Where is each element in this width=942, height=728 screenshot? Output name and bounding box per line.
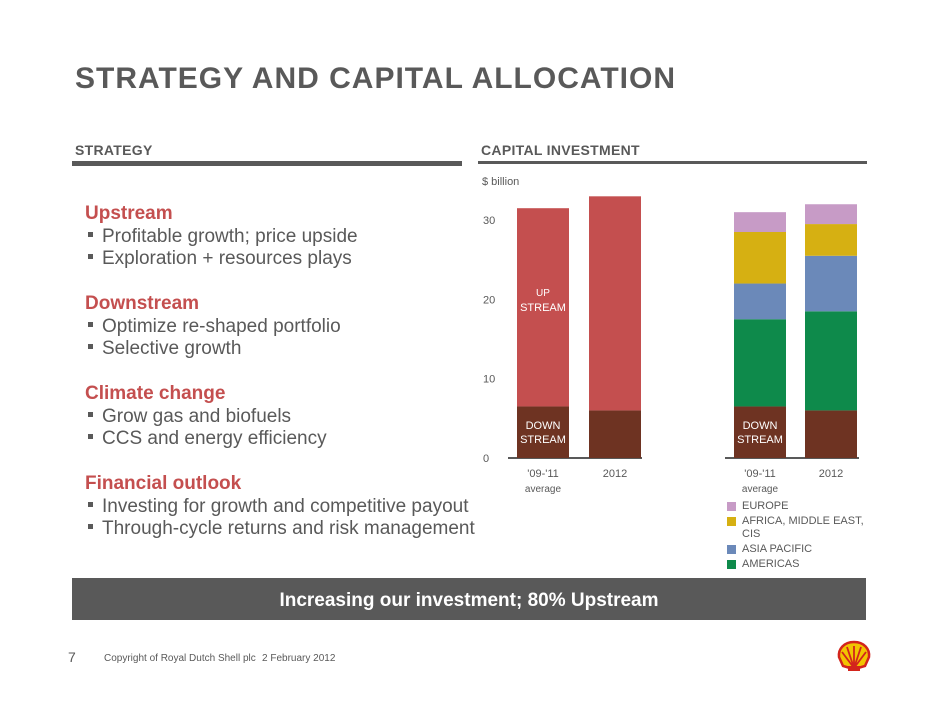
x-tick-label: average [742, 484, 779, 495]
x-tick-label: 2012 [819, 468, 843, 480]
downstream-label: STREAM [737, 434, 783, 446]
strategy-item: Grow gas and biofuels [85, 406, 475, 428]
bar-segment-upstream [589, 196, 641, 411]
strategy-heading: STRATEGY [75, 142, 153, 158]
upstream-label: UP [536, 288, 550, 299]
bullet-icon [88, 344, 93, 350]
y-tick-label: 0 [483, 453, 489, 465]
x-tick-label: 2012 [603, 468, 627, 480]
footer-date: 2 February 2012 [262, 653, 336, 664]
downstream-label: STREAM [520, 434, 566, 446]
y-tick-label: 30 [483, 215, 495, 227]
strategy-item: Selective growth [85, 338, 475, 360]
bar-segment-africa-middle-east-cis [734, 231, 786, 284]
bar-segment-africa-middle-east-cis [805, 224, 857, 256]
bar-segment-downstream [589, 410, 641, 458]
summary-banner: Increasing our investment; 80% Upstream [72, 578, 866, 620]
y-tick-label: 10 [483, 374, 495, 386]
downstream-label: DOWN [743, 420, 778, 432]
strategy-item: Investing for growth and competitive pay… [85, 496, 475, 518]
capital-heading: CAPITAL INVESTMENT [481, 142, 640, 158]
strategy-group-financial: Financial outlook Investing for growth a… [85, 472, 475, 540]
strategy-divider [72, 161, 462, 166]
page-title: STRATEGY AND CAPITAL ALLOCATION [75, 62, 676, 95]
bar-segment-asia-pacific [734, 283, 786, 320]
bullet-icon [88, 322, 93, 328]
legend-item-europe: EUROPE [727, 500, 870, 513]
bar-segment-europe [734, 212, 786, 232]
page-number: 7 [68, 649, 76, 665]
bullet-icon [88, 434, 93, 440]
strategy-group-upstream: Upstream Profitable growth; price upside… [85, 202, 475, 270]
bar-segment-upstream [517, 208, 569, 407]
strategy-group-heading: Upstream [85, 203, 173, 224]
strategy-group-heading: Climate change [85, 383, 226, 404]
strategy-group-downstream: Downstream Optimize re-shaped portfolio … [85, 292, 475, 360]
bar-segment-americas [734, 319, 786, 407]
legend-swatch [727, 502, 736, 511]
shell-logo [837, 640, 871, 671]
capital-divider [478, 161, 867, 164]
strategy-list: Upstream Profitable growth; price upside… [85, 202, 475, 552]
bullet-icon [88, 502, 93, 508]
strategy-item: Through-cycle returns and risk managemen… [85, 518, 475, 540]
legend-swatch [727, 545, 736, 554]
copyright-text: Copyright of Royal Dutch Shell plc [104, 653, 256, 664]
y-tick-label: 20 [483, 294, 495, 306]
bar-segment-downstream [805, 410, 857, 458]
bullet-icon [88, 254, 93, 260]
legend-swatch [727, 517, 736, 526]
downstream-label: DOWN [526, 420, 561, 432]
strategy-group-heading: Financial outlook [85, 473, 242, 494]
strategy-item: Profitable growth; price upside [85, 226, 475, 248]
legend-item-americas: AMERICAS [727, 558, 870, 571]
legend-item-asia-pacific: ASIA PACIFIC [727, 543, 870, 556]
y-axis-unit-label: $ billion [482, 176, 519, 188]
strategy-item: CCS and energy efficiency [85, 428, 475, 450]
strategy-group-heading: Downstream [85, 293, 200, 314]
x-tick-label: average [525, 484, 562, 495]
strategy-item: Exploration + resources plays [85, 248, 475, 270]
bar-segment-downstream [517, 406, 569, 458]
strategy-item: Optimize re-shaped portfolio [85, 316, 475, 338]
legend-item-africa-middle-east-cis: AFRICA, MIDDLE EAST, CIS [727, 515, 870, 541]
chart-legend: EUROPE AFRICA, MIDDLE EAST, CIS ASIA PAC… [727, 500, 870, 573]
legend-swatch [727, 560, 736, 569]
strategy-group-climate: Climate change Grow gas and biofuels CCS… [85, 382, 475, 450]
bar-segment-europe [805, 204, 857, 225]
bullet-icon [88, 524, 93, 530]
bullet-icon [88, 232, 93, 238]
upstream-label: STREAM [520, 302, 566, 314]
bar-segment-americas [805, 311, 857, 411]
x-tick-label: '09-'11 [527, 468, 559, 480]
bar-segment-downstream [734, 406, 786, 458]
bar-segment-asia-pacific [805, 255, 857, 312]
x-tick-label: '09-'11 [744, 468, 776, 480]
bullet-icon [88, 412, 93, 418]
